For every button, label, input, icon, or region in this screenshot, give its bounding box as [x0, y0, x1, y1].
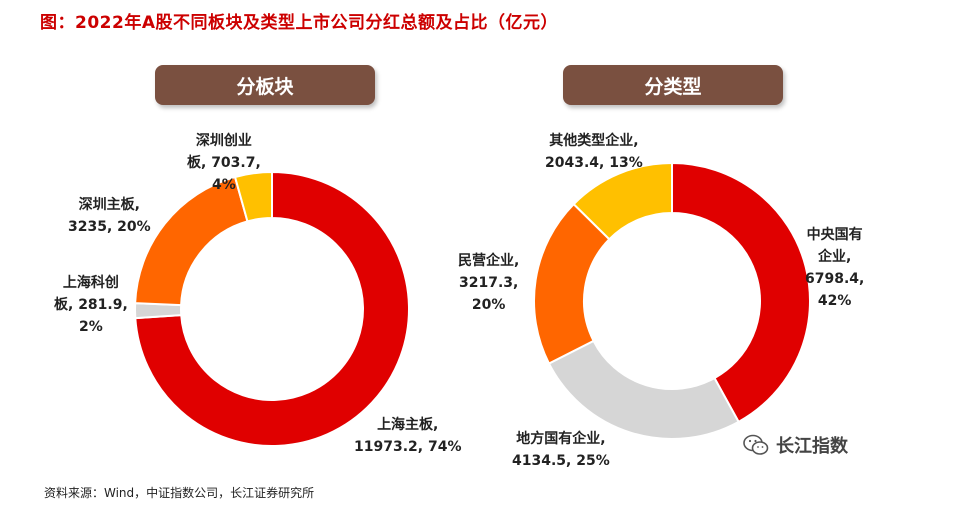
slice-label-shenzhen-chuangye: 深圳创业 板, 703.7, 4%	[187, 133, 261, 193]
slice-shenzhen-chuangye	[233, 170, 273, 223]
slice-label-shenzhen-main: 深圳主板, 3235, 20%	[68, 197, 151, 235]
watermark-text: 长江指数	[776, 436, 848, 457]
watermark: 长江指数	[742, 432, 848, 458]
source-note: 资料来源：Wind，中证指数公司，长江证券研究所	[44, 486, 315, 500]
slice-label-other-types: 其他类型企业, 2043.4, 13%	[545, 133, 643, 171]
slice-label-shanghai-kechuang: 上海科创 板, 281.9, 2%	[54, 275, 128, 335]
slice-local-soe	[547, 339, 740, 440]
right-chart-header: 分类型	[563, 65, 783, 105]
slice-shanghai-main	[134, 170, 410, 447]
slice-label-local-soe: 地方国有企业, 4134.5, 25%	[512, 431, 610, 469]
slice-central-soe	[671, 161, 811, 424]
slice-other-types	[572, 161, 673, 241]
slice-label-shanghai-main: 上海主板, 11973.2, 74%	[354, 417, 462, 455]
slice-label-central-soe: 中央国有 企业, 6798.4, 42%	[805, 227, 865, 309]
slice-label-private: 民营企业, 3217.3, 20%	[458, 253, 520, 313]
slice-shenzhen-main	[134, 175, 249, 307]
wechat-icon	[742, 433, 770, 457]
left-chart-header: 分板块	[155, 65, 375, 105]
page-title: 图：2022年A股不同板块及类型上市公司分红总额及占比（亿元）	[40, 13, 558, 33]
